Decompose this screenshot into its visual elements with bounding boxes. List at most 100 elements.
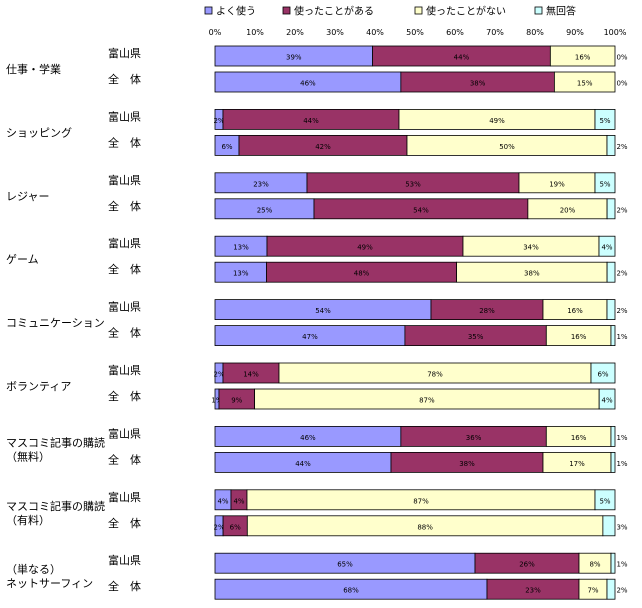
x-tick-label: 90%: [566, 28, 584, 37]
x-tick-label: 40%: [366, 28, 384, 37]
data-label: 16%: [571, 333, 587, 341]
row-label: 全 体: [108, 452, 141, 466]
data-label: 87%: [419, 397, 435, 405]
data-label: 5%: [599, 180, 610, 188]
data-label: 17%: [569, 460, 585, 468]
data-label: 2%: [213, 523, 224, 531]
data-label: 6%: [221, 143, 232, 151]
row-label: 全 体: [108, 516, 141, 530]
row-label: 富山県: [108, 363, 141, 377]
data-label: 1%: [616, 434, 627, 442]
row-label: 富山県: [108, 109, 141, 123]
data-label: 44%: [295, 460, 311, 468]
data-label: 4%: [602, 397, 613, 405]
data-label: 16%: [567, 307, 583, 315]
data-label: 20%: [560, 206, 576, 214]
bar-segment: [602, 515, 616, 537]
data-label: 47%: [302, 333, 318, 341]
data-label: 0%: [616, 54, 627, 62]
legend-label: 無回答: [546, 5, 576, 18]
data-label: 48%: [354, 270, 370, 278]
bar-segment: [610, 451, 616, 473]
x-tick-label: 50%: [406, 28, 424, 37]
data-label: 14%: [243, 371, 259, 379]
data-label: 2%: [616, 143, 627, 151]
data-label: 1%: [616, 333, 627, 341]
data-label: 46%: [300, 80, 316, 88]
data-label: 4%: [601, 244, 612, 252]
data-label: 54%: [413, 206, 429, 214]
x-tick-label: 0%: [209, 28, 222, 37]
x-tick-label: 30%: [326, 28, 344, 37]
data-label: 4%: [217, 497, 228, 505]
data-label: 13%: [233, 244, 249, 252]
bar-segment: [606, 134, 616, 156]
bar-segment: [606, 578, 616, 600]
data-label: 2%: [213, 371, 224, 379]
row-label: 富山県: [108, 490, 141, 504]
legend-label: よく使う: [216, 5, 256, 18]
x-tick-label: 70%: [486, 28, 504, 37]
data-label: 9%: [231, 397, 242, 405]
x-tick-label: 10%: [246, 28, 264, 37]
row-label: 全 体: [108, 389, 141, 403]
data-label: 38%: [470, 80, 486, 88]
data-label: 87%: [413, 497, 429, 505]
bar-segment: [594, 489, 616, 511]
bar-segment: [606, 299, 616, 321]
bar-segment: [553, 71, 616, 93]
data-label: 1%: [616, 561, 627, 569]
data-label: 26%: [519, 561, 535, 569]
category-label: レジャー: [6, 190, 49, 203]
row-label: 全 体: [108, 579, 141, 593]
row-label: 富山県: [108, 426, 141, 440]
category-label: （有料）: [6, 513, 50, 527]
data-label: 50%: [499, 143, 515, 151]
data-label: 34%: [523, 244, 539, 252]
data-label: 42%: [315, 143, 331, 151]
bar-segment: [606, 261, 616, 283]
data-label: 2%: [213, 117, 224, 125]
data-label: 44%: [303, 117, 319, 125]
data-label: 39%: [286, 54, 302, 62]
data-label: 38%: [459, 460, 475, 468]
row-label: 富山県: [108, 173, 141, 187]
data-label: 53%: [405, 180, 421, 188]
legend-swatch: [282, 6, 291, 15]
data-label: 7%: [587, 587, 598, 595]
legend-swatch: [204, 6, 213, 15]
category-label: マスコミ記事の購読: [6, 499, 105, 513]
bar-segment: [598, 235, 616, 257]
bar-segment: [598, 388, 616, 410]
data-label: 1%: [211, 397, 222, 405]
row-label: 全 体: [108, 326, 141, 340]
row-label: 全 体: [108, 262, 141, 276]
data-label: 49%: [489, 117, 505, 125]
data-label: 46%: [300, 434, 316, 442]
data-label: 35%: [468, 333, 484, 341]
data-label: 0%: [616, 80, 627, 88]
row-label: 全 体: [108, 135, 141, 149]
data-label: 5%: [599, 117, 610, 125]
bar-segment: [590, 362, 616, 384]
data-label: 5%: [599, 497, 610, 505]
data-label: 19%: [549, 180, 565, 188]
bar-segment: [606, 198, 616, 220]
row-label: 富山県: [108, 553, 141, 567]
row-label: 全 体: [108, 199, 141, 213]
data-label: 54%: [315, 307, 331, 315]
bar-segment: [594, 109, 616, 130]
data-label: 2%: [616, 206, 627, 214]
data-label: 4%: [233, 497, 244, 505]
data-label: 44%: [454, 54, 470, 62]
category-label: ショッピング: [6, 125, 72, 139]
data-label: 25%: [257, 206, 273, 214]
row-label: 富山県: [108, 300, 141, 314]
data-label: 2%: [616, 587, 627, 595]
row-label: 富山県: [108, 236, 141, 250]
row-label: 全 体: [108, 72, 141, 86]
data-label: 78%: [427, 371, 443, 379]
data-label: 6%: [230, 523, 241, 531]
x-tick-label: 100%: [604, 28, 627, 37]
